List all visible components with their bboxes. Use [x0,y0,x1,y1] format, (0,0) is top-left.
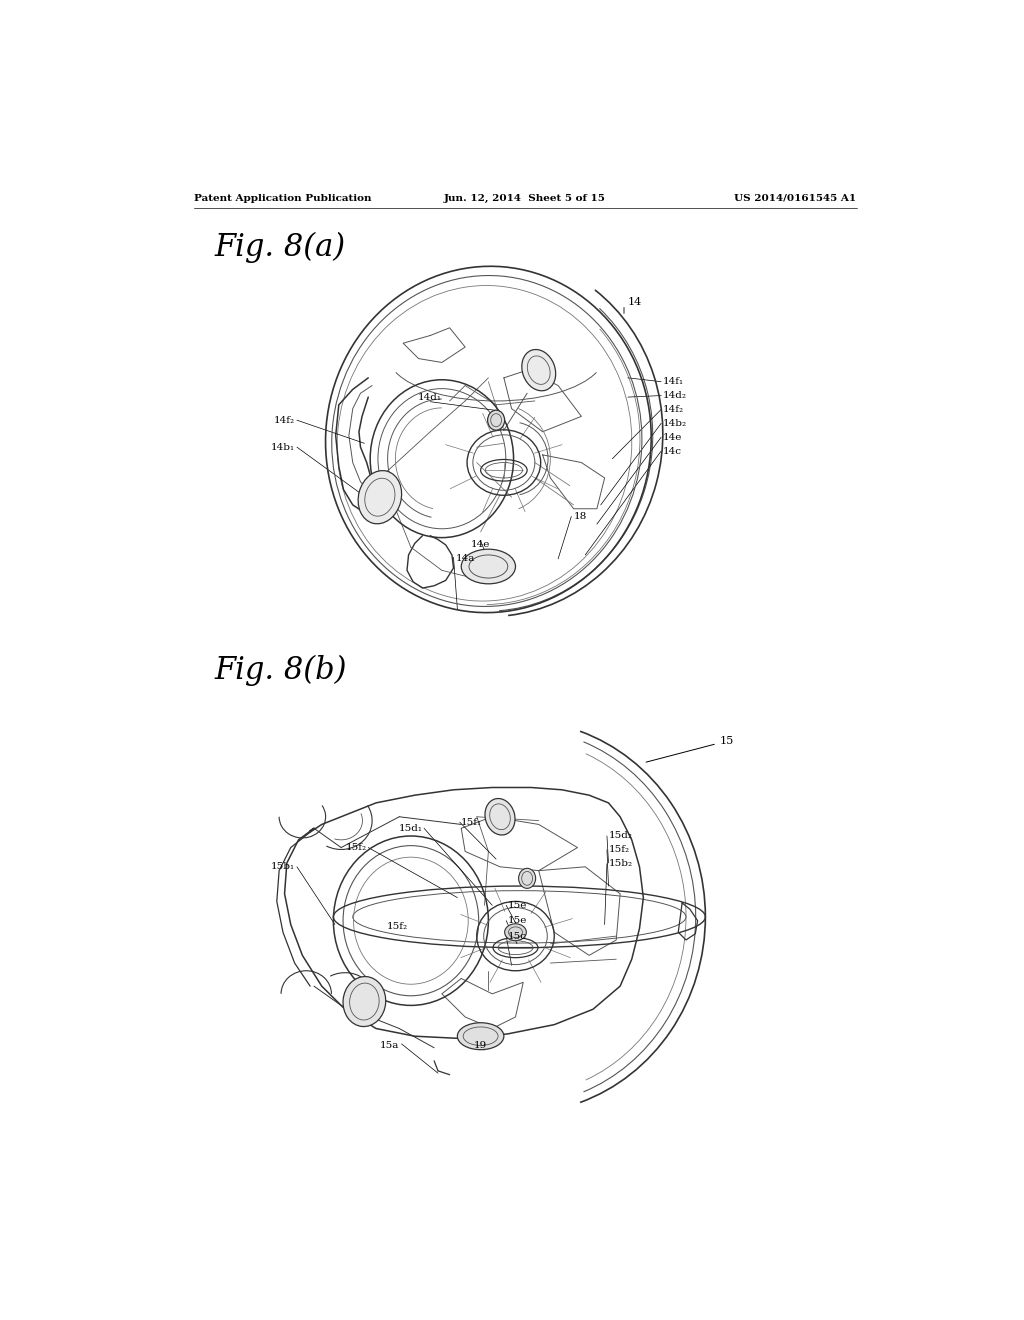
Text: US 2014/0161545 A1: US 2014/0161545 A1 [734,194,856,203]
Ellipse shape [505,924,526,941]
Text: 15f₁: 15f₁ [461,817,482,826]
Ellipse shape [485,799,515,836]
Text: 14d₁: 14d₁ [418,392,442,401]
Text: 18: 18 [573,512,587,521]
Text: 14e: 14e [663,433,682,442]
Text: 15c: 15c [508,932,526,941]
Ellipse shape [518,869,536,888]
Text: 15f₂: 15f₂ [386,923,408,932]
Text: 14b₂: 14b₂ [663,418,687,428]
Text: 15e: 15e [508,900,527,909]
Text: 15d₂: 15d₂ [608,832,633,841]
Text: Jun. 12, 2014  Sheet 5 of 15: Jun. 12, 2014 Sheet 5 of 15 [443,194,606,203]
Text: 15: 15 [719,737,733,746]
Text: 15a: 15a [380,1041,399,1049]
Text: 15f₂: 15f₂ [608,845,630,854]
Text: 19: 19 [474,1041,487,1049]
Text: 15d₁: 15d₁ [398,824,423,833]
Ellipse shape [343,977,386,1027]
Text: 14f₂: 14f₂ [663,405,684,414]
Text: 15e: 15e [508,916,527,925]
Text: 14b₁: 14b₁ [270,442,295,451]
Ellipse shape [358,471,401,524]
Ellipse shape [461,549,515,583]
Text: 14d₂: 14d₂ [663,391,687,400]
Text: Fig. 8(a): Fig. 8(a) [215,231,346,263]
Text: 14a: 14a [456,554,475,564]
Ellipse shape [458,1023,504,1049]
Text: Fig. 8(b): Fig. 8(b) [215,655,347,686]
Text: 14e: 14e [471,540,490,549]
Ellipse shape [522,350,556,391]
Text: 15b₂: 15b₂ [608,859,633,869]
Text: 14f₁: 14f₁ [663,378,684,387]
Ellipse shape [487,411,505,430]
Text: 14f₂: 14f₂ [273,416,295,425]
Text: 14c: 14c [663,446,682,455]
Text: 14: 14 [628,297,642,308]
Text: Patent Application Publication: Patent Application Publication [194,194,372,203]
Text: 15f₂: 15f₂ [345,843,367,851]
Text: 15b₁: 15b₁ [270,862,295,871]
